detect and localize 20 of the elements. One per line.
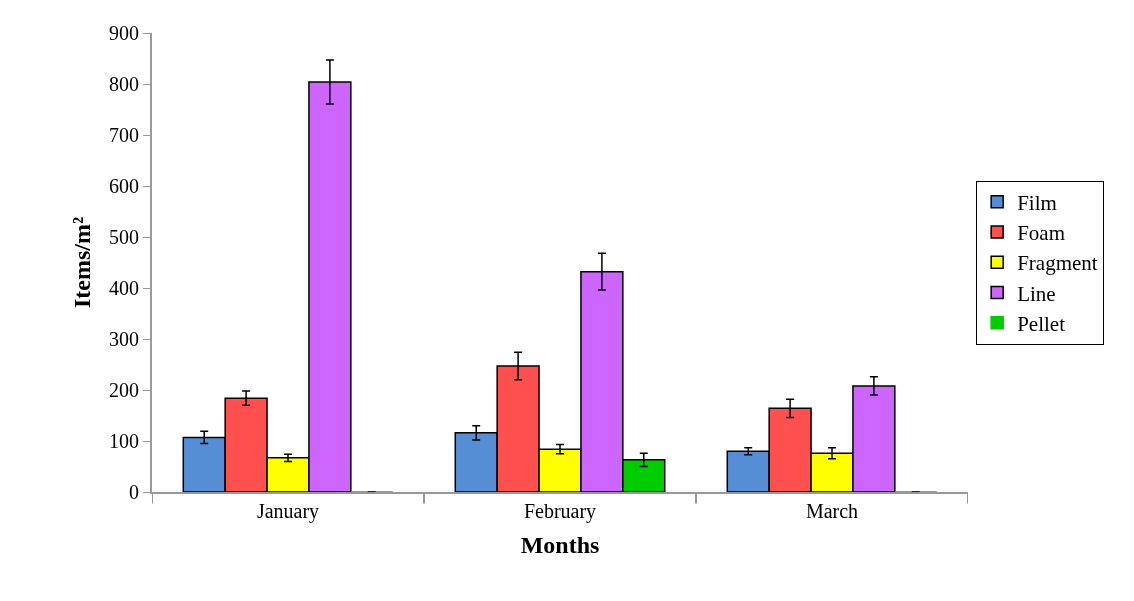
x-tick-label: March	[805, 500, 859, 522]
y-axis-title: Items/m²	[68, 216, 95, 309]
y-tick-label: 300	[109, 328, 139, 350]
x-tick-label: February	[523, 500, 597, 523]
y-tick-label: 800	[109, 73, 139, 95]
y-tick-label: 200	[109, 379, 139, 401]
legend-label: Fragment	[1017, 251, 1098, 276]
y-tick-label: 500	[109, 226, 139, 248]
legend-label: Foam	[1017, 221, 1065, 246]
legend-label: Pellet	[1017, 312, 1066, 337]
y-tick-label: 600	[109, 175, 139, 197]
y-tick-label: 0	[129, 481, 139, 503]
x-tick-label: January	[256, 500, 320, 523]
y-tick-label: 900	[109, 22, 139, 44]
x-axis-title: Months	[520, 531, 600, 558]
legend-label: Film	[1017, 190, 1057, 215]
y-tick-label: 100	[109, 430, 139, 452]
y-tick-label: 400	[109, 277, 139, 299]
y-tick-label: 700	[109, 124, 139, 146]
legend-label: Line	[1017, 281, 1056, 306]
